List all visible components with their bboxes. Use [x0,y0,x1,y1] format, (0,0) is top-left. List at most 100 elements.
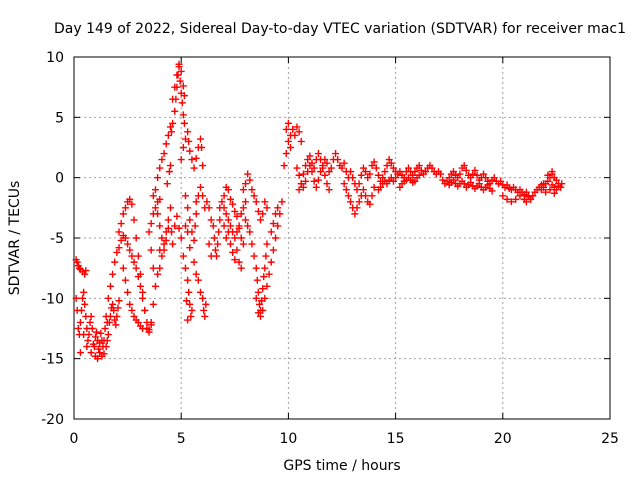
data-point [383,162,391,170]
x-tick-label: 20 [494,431,512,447]
chart-title: Day 149 of 2022, Sidereal Day-to-day VTE… [54,21,626,37]
data-point [362,168,370,176]
data-point [471,166,479,174]
data-point [368,192,376,200]
data-point [284,119,292,127]
data-point [227,240,235,248]
data-point [488,187,496,195]
data-point [522,188,530,196]
data-point [344,192,352,200]
data-point [198,144,206,151]
data-point [175,224,183,232]
data-point [186,244,194,252]
data-point [366,170,374,178]
data-point [231,256,239,264]
data-point [372,164,380,172]
data-point [262,252,270,260]
data-point [396,183,404,191]
data-point [81,270,89,278]
data-point [207,216,215,224]
data-point [80,288,88,296]
data-point [96,349,104,357]
data-point [396,168,404,176]
data-point [490,174,498,182]
data-point [83,343,91,351]
data-point [87,312,95,320]
data-point [280,162,288,170]
data-point [253,276,261,284]
data-point [134,318,142,326]
data-point [88,325,96,332]
data-point [214,240,222,248]
data-point [224,228,232,236]
data-point [181,264,189,272]
data-point [126,300,134,308]
data-point [235,258,243,266]
data-point [227,222,235,230]
data-point [415,162,423,170]
data-point [475,180,483,188]
data-point [130,312,138,320]
data-point [149,300,157,308]
data-point [199,162,207,170]
data-point [293,123,301,131]
data-point [160,246,168,254]
data-point [310,164,318,172]
data-point [443,177,451,185]
data-point [449,176,457,184]
data-point [480,170,488,178]
data-point [169,119,177,127]
data-point [525,193,533,201]
data-point [168,128,176,136]
data-point [357,171,365,179]
y-tick-label: 10 [46,50,64,66]
data-point [111,316,119,324]
data-point [555,182,563,190]
data-point [212,246,220,254]
data-point [385,156,393,164]
data-point [325,168,333,176]
data-point [105,318,113,326]
data-point [115,228,123,236]
data-point [317,156,325,164]
data-point [312,183,320,191]
data-point [449,168,457,176]
data-point [267,228,275,236]
data-point [366,200,374,208]
data-point [119,264,127,272]
data-point [351,210,359,218]
data-point [115,244,123,252]
data-point [467,178,475,186]
data-point [304,156,312,164]
data-point [179,111,187,119]
data-point [160,240,168,248]
data-point [370,183,378,191]
data-point [145,228,153,236]
data-point [186,300,194,308]
x-tick-label: 0 [70,431,79,447]
data-point [289,125,297,133]
y-tick-label: -20 [41,412,64,428]
data-point [257,312,265,320]
data-point [186,147,194,155]
data-point [162,140,170,148]
data-point [422,168,430,176]
data-point [287,144,295,151]
data-point [218,198,226,206]
data-point [445,174,453,182]
data-point [210,234,218,242]
data-point [103,337,111,345]
data-point [355,198,363,206]
data-point [115,297,123,305]
data-point [460,180,468,188]
data-point [166,123,174,131]
data-point [260,273,268,281]
data-point [297,180,305,188]
data-point [149,264,157,272]
grid-lines [74,57,610,419]
data-point [411,177,419,185]
data-point [181,222,189,230]
data-point [139,288,147,296]
data-point [546,186,554,194]
